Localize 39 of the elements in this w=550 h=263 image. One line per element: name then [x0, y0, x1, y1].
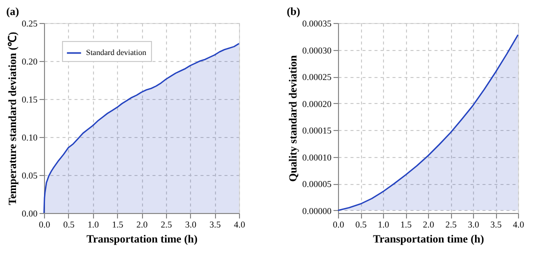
y-axis-title: Temperature standard deviation (℃) [6, 32, 19, 206]
y-tick-label: 0.20 [22, 56, 38, 66]
y-tick-label: 0.00025 [302, 72, 332, 82]
y-tick-label: 0.00020 [302, 98, 332, 109]
x-tick-label: 0.5 [355, 220, 368, 230]
x-tick-label: 0.5 [63, 220, 75, 230]
y-axis-title: Quality standard deviation [287, 55, 300, 182]
chart-title: (a) [6, 6, 20, 18]
y-tick-label: 0.00 [22, 208, 38, 218]
x-tick-label: 3.0 [468, 220, 480, 230]
y-tick-label: 0.05 [22, 170, 38, 180]
x-tick-label: 3.5 [490, 220, 502, 230]
x-axis-title: Transportation time (h) [372, 234, 484, 246]
y-tick-label: 0.15 [22, 94, 38, 104]
legend-label: Standard deviation [86, 48, 146, 57]
x-tick-label: 1.5 [400, 220, 412, 230]
y-tick-label: 0.00015 [302, 126, 332, 136]
x-tick-label: 1.0 [88, 220, 100, 230]
x-tick-label: 2.5 [445, 220, 458, 230]
x-tick-label: 0.0 [38, 220, 51, 230]
chart-title: (b) [286, 6, 301, 18]
x-tick-label: 1.5 [112, 220, 124, 230]
y-tick-label: 0.00000 [302, 206, 332, 216]
y-tick-label: 0.10 [22, 132, 38, 142]
x-tick-label: 0.0 [332, 220, 345, 230]
x-tick-label: 2.0 [422, 220, 435, 230]
x-tick-label: 2.5 [160, 220, 172, 230]
x-tick-label: 2.0 [136, 220, 148, 230]
x-tick-label: 4.0 [234, 220, 246, 230]
y-tick-label: 0.00030 [302, 45, 332, 56]
y-tick-label: 0.25 [22, 18, 38, 28]
x-axis-title: Transportation time (h) [86, 234, 198, 246]
y-tick-label: 0.00010 [302, 152, 332, 162]
x-tick-label: 1.0 [378, 220, 390, 230]
y-tick-label: 0.00035 [302, 18, 332, 28]
x-tick-label: 3.5 [210, 220, 222, 230]
x-tick-label: 3.0 [185, 220, 197, 230]
y-tick-label: 0.00005 [302, 179, 332, 190]
x-tick-label: 4.0 [512, 220, 525, 230]
